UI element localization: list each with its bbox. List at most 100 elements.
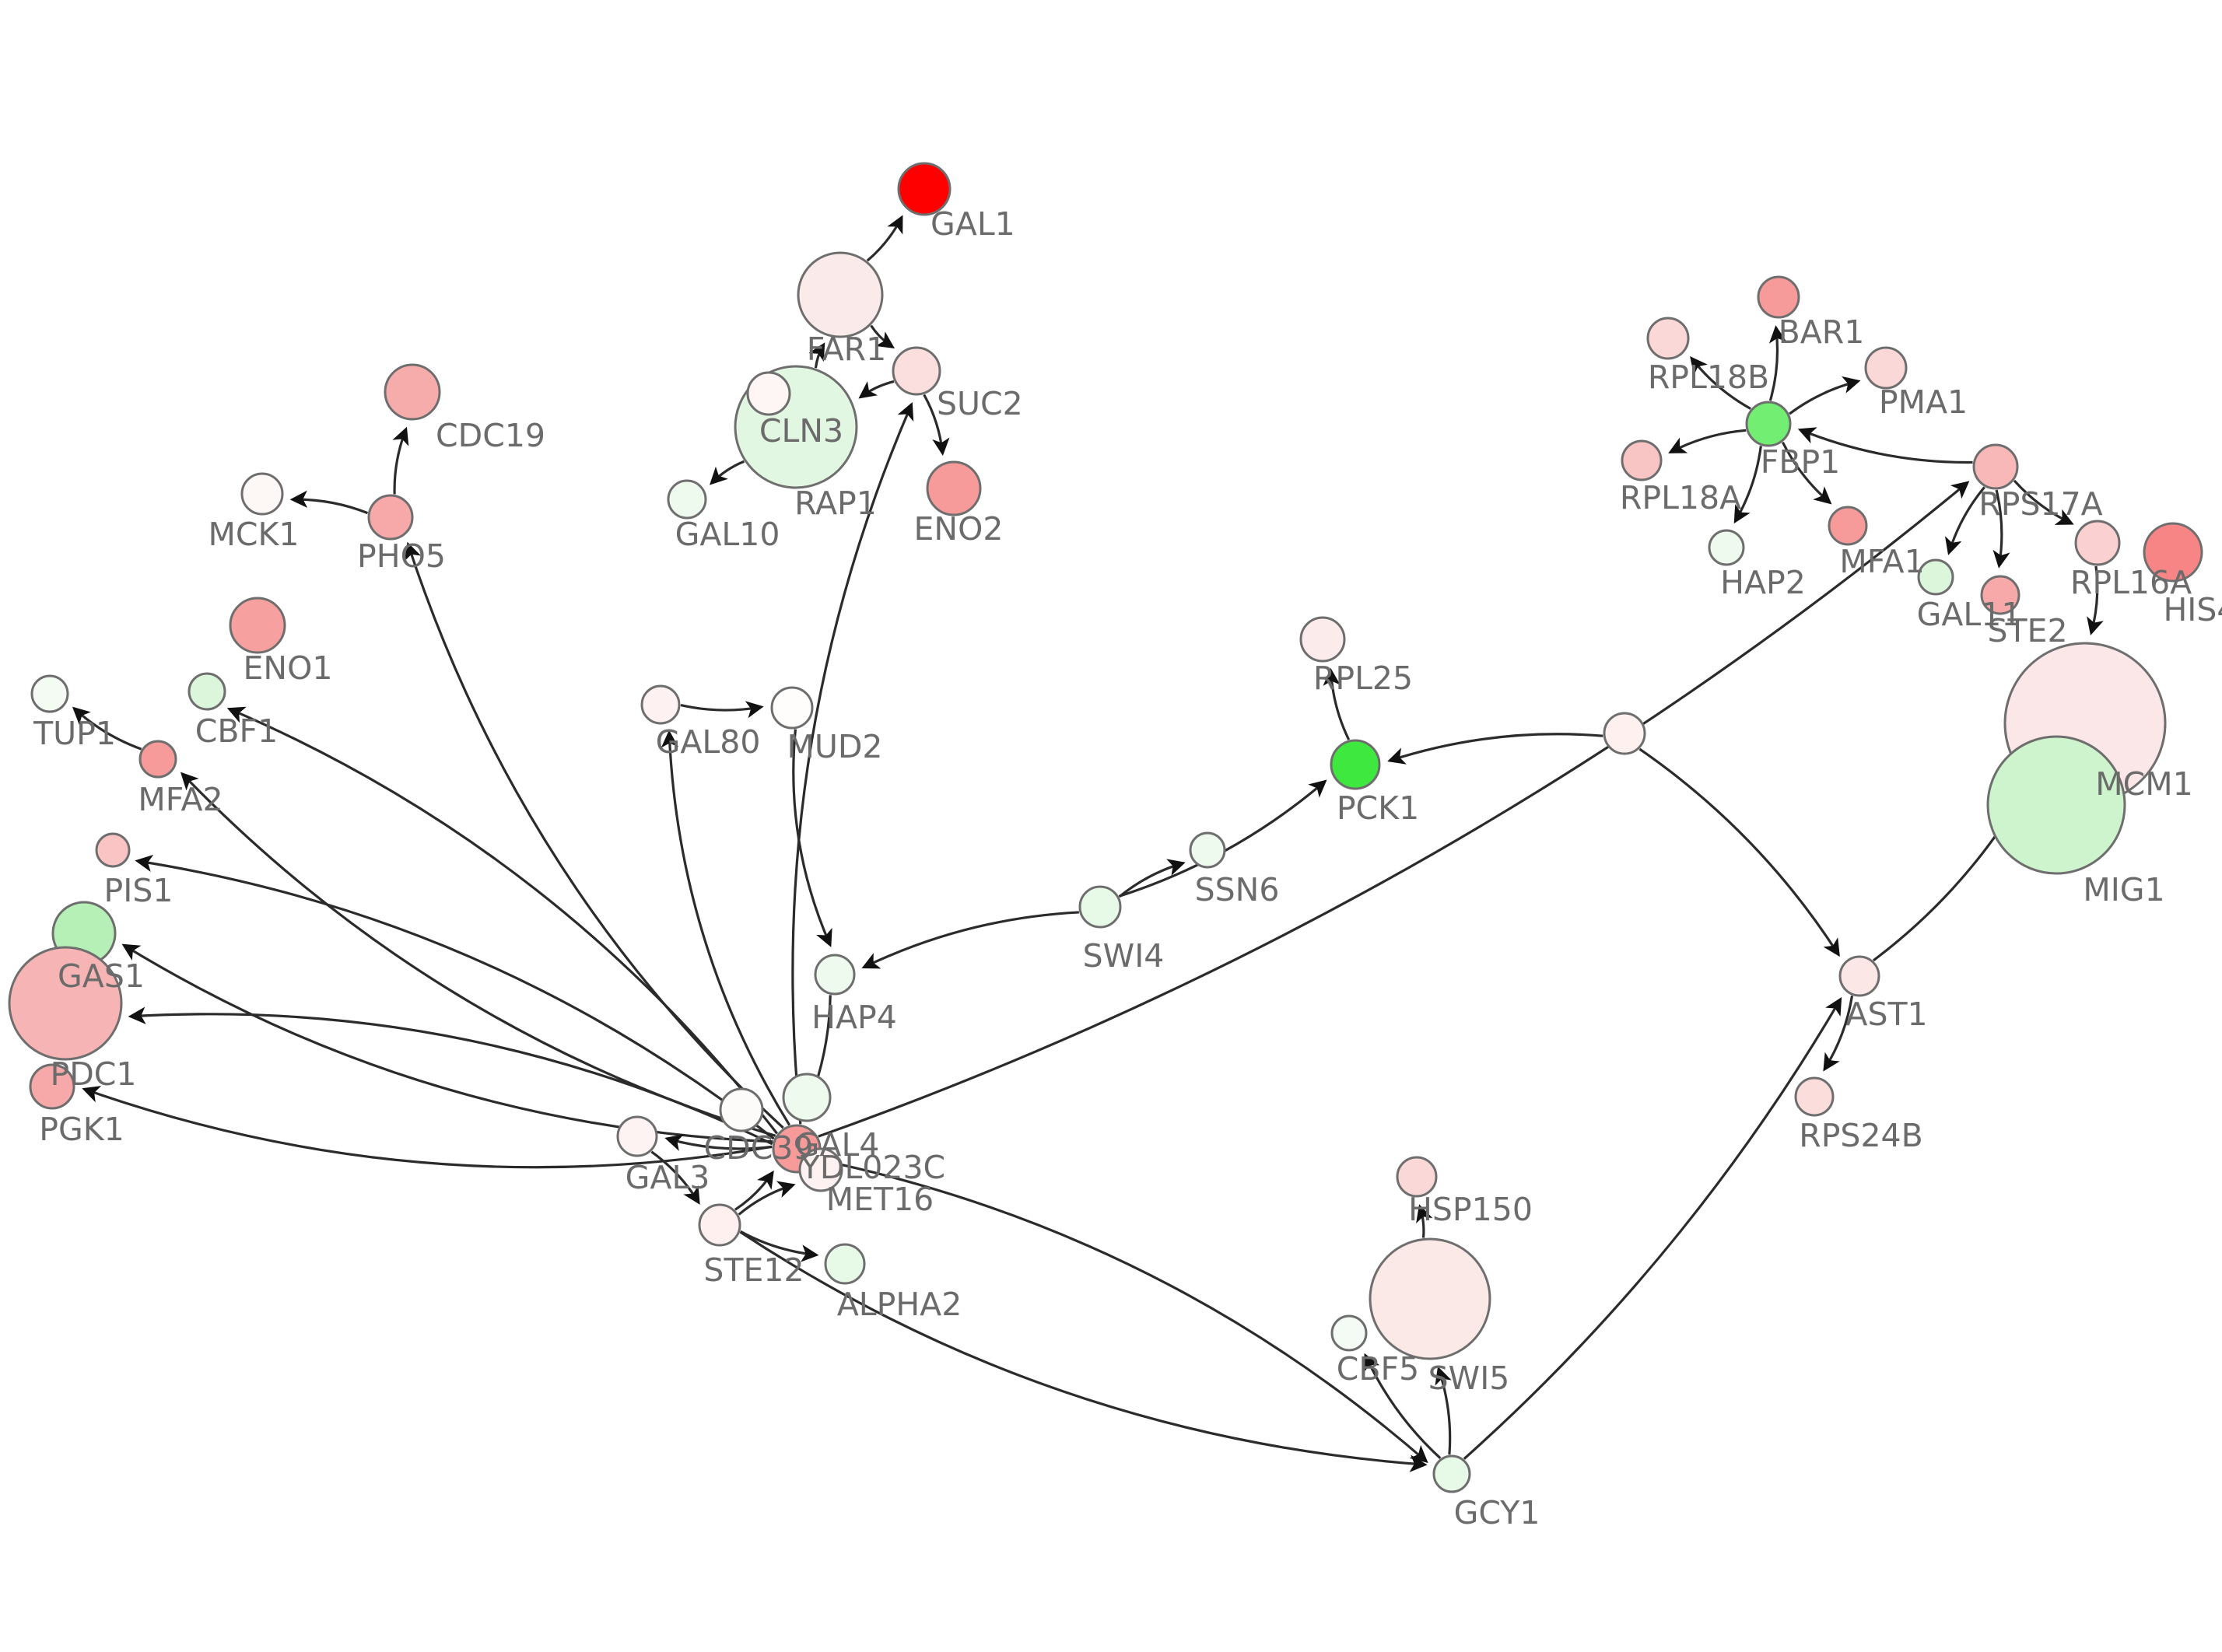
graph-edge [1823, 996, 1854, 1072]
graph-node-label: RPS17A [1978, 485, 2102, 523]
graph-edge [1435, 1366, 1452, 1455]
graph-node-far1[interactable] [797, 251, 884, 338]
graph-node-label: ALPHA2 [837, 1286, 962, 1323]
graph-node-rpl25[interactable] [1299, 616, 1346, 663]
graph-node-mfa2[interactable] [138, 740, 177, 779]
node-label-layer: GAL1 FAR1 SUC2 ENO2 CLN3 RAP1 GAL10 CDC19 MCK1 PH… [33, 205, 2222, 1531]
graph-node-label: CBF1 [195, 712, 278, 750]
graph-node-label: CDC19 [436, 417, 545, 454]
graph-node-hap4[interactable] [814, 954, 856, 996]
graph-edge [866, 215, 903, 262]
graph-edge [818, 1158, 1428, 1463]
graph-node-cdc39[interactable] [719, 1087, 764, 1132]
graph-node-label: PIS1 [104, 872, 173, 909]
graph-edge [404, 541, 784, 1129]
graph-edge [1387, 733, 1603, 765]
graph-node-label: BAR1 [1779, 313, 1865, 351]
graph-node-label: PMA1 [1879, 383, 1968, 421]
graph-edge [734, 1170, 774, 1211]
graph-node-met16[interactable] [782, 1073, 832, 1122]
graph-node-label: FBP1 [1761, 443, 1841, 481]
graph-node-gal10[interactable] [667, 479, 707, 520]
graph-node-label: AST1 [1845, 996, 1927, 1033]
graph-edge [1463, 996, 1842, 1460]
graph-node-gal1[interactable] [897, 162, 952, 216]
graph-node-mck1[interactable] [240, 472, 284, 516]
graph-node-label: PDC1 [50, 1055, 136, 1093]
graph-node-ste2[interactable] [1980, 575, 2020, 615]
graph-node-swi5[interactable] [1369, 1237, 1491, 1360]
graph-edge [1797, 427, 1973, 464]
graph-node-label: GAL10 [675, 516, 780, 553]
graph-node-pgk1[interactable] [29, 1063, 75, 1110]
graph-node-hub1[interactable] [1603, 712, 1646, 755]
graph-node-mig1[interactable] [1986, 735, 2126, 875]
graph-node-label: MFA2 [138, 781, 223, 818]
graph-node-label: SWI5 [1428, 1360, 1510, 1397]
graph-edge [121, 943, 773, 1143]
graph-node-rap1[interactable] [746, 371, 791, 416]
graph-edge [818, 481, 1970, 1138]
graph-edge [1781, 441, 1832, 505]
graph-node-rps17a[interactable] [1972, 443, 2019, 490]
graph-node-tup1[interactable] [30, 674, 69, 713]
graph-node-label: FAR1 [807, 331, 886, 368]
graph-node-label: HAP4 [811, 999, 897, 1036]
graph-edge [739, 1230, 1428, 1472]
graph-node-label: SSN6 [1195, 871, 1280, 908]
graph-node-mfa1[interactable] [1828, 506, 1868, 546]
graph-node-pma1[interactable] [1864, 346, 1908, 390]
graph-node-gal80[interactable] [640, 684, 681, 725]
graph-node-ast1[interactable] [1838, 955, 1880, 997]
graph-edge [870, 324, 895, 348]
graph-node-suc2[interactable] [892, 346, 941, 396]
graph-node-hap2[interactable] [1708, 529, 1745, 566]
graph-node-pck1[interactable] [1330, 739, 1381, 790]
graph-edge [1944, 486, 1985, 555]
graph-node-ydl023c[interactable] [798, 1147, 843, 1192]
graph-node-rpl16a[interactable] [2074, 520, 2121, 566]
graph-node-eno2[interactable] [926, 460, 982, 516]
graph-node-rpl18b[interactable] [1646, 317, 1690, 360]
graph-node-rps24b[interactable] [1794, 1076, 1835, 1117]
graph-node-ssn6[interactable] [1189, 831, 1226, 869]
graph-node-ste12[interactable] [698, 1203, 741, 1247]
graph-node-swi4[interactable] [1078, 885, 1122, 929]
graph-node-label: GAL3 [626, 1159, 710, 1196]
graph-edge [1768, 325, 1787, 401]
graph-node-label: RPS24B [1799, 1117, 1923, 1154]
graph-edge [1733, 446, 1762, 524]
graph-node-label: RPL18A [1620, 479, 1741, 516]
graph-node-label: HIS4 [2163, 591, 2222, 628]
graph-node-hsp150[interactable] [1396, 1156, 1438, 1198]
graph-node-label: GAL1 [931, 205, 1015, 243]
graph-node-bar1[interactable] [1757, 275, 1800, 319]
graph-node-gal11[interactable] [1917, 558, 1954, 596]
graph-node-fbp1[interactable] [1745, 401, 1792, 447]
graph-node-label: MCM1 [2095, 765, 2192, 803]
graph-node-pho5[interactable] [367, 494, 414, 541]
graph-node-cbf1[interactable] [188, 672, 226, 711]
graph-node-cbf5[interactable] [1330, 1314, 1368, 1352]
graph-edge [664, 1134, 773, 1151]
graph-node-mud2[interactable] [770, 686, 814, 730]
graph-edge [82, 1086, 773, 1169]
graph-node-pis1[interactable] [95, 832, 131, 868]
graph-node-pdc1[interactable] [8, 946, 123, 1061]
graph-node-cdc19[interactable] [384, 363, 441, 421]
graph-node-rpl18a[interactable] [1621, 439, 1663, 481]
graph-node-eno1[interactable] [229, 597, 286, 654]
graph-node-gal3[interactable] [616, 1115, 658, 1157]
graph-edge [861, 911, 1079, 969]
graph-node-alpha2[interactable] [824, 1243, 866, 1285]
graph-node-label: ENO1 [244, 649, 333, 687]
graph-node-label: HSP150 [1408, 1191, 1533, 1228]
graph-node-gcy1[interactable] [1432, 1454, 1471, 1493]
node-layer[interactable] [8, 162, 2203, 1493]
graph-node-label: CBF5 [1337, 1350, 1419, 1388]
graph-node-label: RPL18B [1648, 359, 1769, 396]
graph-edge [1992, 489, 2010, 569]
graph-node-his4[interactable] [2143, 522, 2203, 583]
